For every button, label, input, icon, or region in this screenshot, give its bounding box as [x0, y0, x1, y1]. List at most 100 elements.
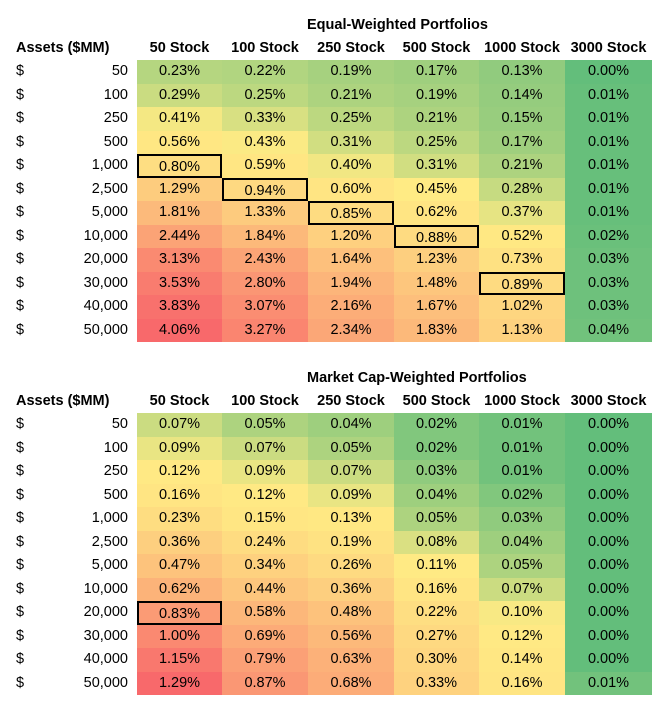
currency-symbol: $	[16, 274, 25, 291]
column-header: 100 Stock	[231, 40, 299, 56]
heatmap-cell: 1.33%	[222, 201, 308, 225]
heatmap-cell: 0.80%	[137, 154, 222, 178]
table-row: $2,500 1.29% 0.94% 0.60% 0.45% 0.28% 0.01%	[0, 177, 667, 201]
heatmap-cell: 0.00%	[565, 554, 652, 578]
currency-symbol: $	[16, 510, 25, 526]
column-header: 250 Stock	[317, 393, 385, 409]
heatmap-cell: 0.04%	[308, 413, 394, 437]
assets-value: 100	[103, 439, 128, 456]
heatmap-cell: 0.05%	[308, 436, 394, 460]
assets-value: 1,000	[91, 157, 128, 173]
table-row: $50 0.23% 0.22% 0.19% 0.17% 0.13% 0.00%	[0, 60, 667, 84]
table-row: $5,000 1.81% 1.33% 0.85% 0.62% 0.37% 0.01%	[0, 201, 667, 225]
assets-value: 20,000	[83, 604, 128, 620]
currency-symbol: $	[16, 157, 25, 173]
heatmap-cell: 2.80%	[222, 271, 308, 295]
heatmap-cell: 1.64%	[308, 248, 394, 272]
column-header: 50 Stock	[149, 40, 210, 56]
table-row: $100 0.09% 0.07% 0.05% 0.02% 0.01% 0.00%	[0, 436, 667, 460]
heatmap-cell: 1.81%	[137, 201, 222, 225]
heatmap-cell: 0.00%	[565, 624, 652, 648]
table-row: $2,500 0.36% 0.24% 0.19% 0.08% 0.04% 0.00%	[0, 530, 667, 554]
heatmap-cell: 0.21%	[394, 107, 479, 131]
column-header: 100 Stock	[231, 393, 299, 409]
heatmap-cell: 0.03%	[394, 460, 479, 484]
assets-value: 250	[103, 463, 128, 479]
assets-value: 2,500	[91, 180, 128, 197]
heatmap-cell: 0.14%	[479, 83, 565, 107]
heatmap-cell: 0.07%	[479, 577, 565, 601]
heatmap-cell: 0.52%	[479, 224, 565, 248]
heatmap-cell: 0.79%	[222, 648, 308, 672]
assets-value: 10,000	[83, 227, 128, 244]
heatmap-cell: 0.16%	[479, 671, 565, 695]
heatmap-cell: 0.05%	[222, 413, 308, 437]
heatmap-cell: 0.07%	[137, 413, 222, 437]
heatmap-cell: 0.30%	[394, 648, 479, 672]
heatmap-cell: 0.00%	[565, 460, 652, 484]
currency-symbol: $	[16, 251, 25, 267]
column-header-row: Assets ($MM) 50 Stock 100 Stock 250 Stock 50…	[0, 36, 667, 60]
currency-symbol: $	[16, 486, 25, 503]
heatmap-cell: 0.24%	[222, 530, 308, 554]
assets-value: 40,000	[83, 651, 128, 667]
heatmap-cell: 0.37%	[479, 201, 565, 225]
heatmap-cell: 0.01%	[565, 177, 652, 201]
heatmap-cell: 0.19%	[308, 60, 394, 84]
heatmap-cell: 0.22%	[394, 601, 479, 625]
heatmap-cell: 0.00%	[565, 507, 652, 531]
column-header-row: Assets ($MM) 50 Stock 100 Stock 250 Stock 50…	[0, 389, 667, 413]
heatmap-cell: 0.87%	[222, 671, 308, 695]
heatmap-cell: 0.02%	[394, 413, 479, 437]
heatmap-cell: 0.10%	[479, 601, 565, 625]
heatmap-cell: 0.28%	[479, 177, 565, 201]
assets-value: 50,000	[83, 321, 128, 338]
table-row: $20,000 3.13% 2.43% 1.64% 1.23% 0.73% 0.03%	[0, 248, 667, 272]
heatmap-cell: 0.44%	[222, 577, 308, 601]
heatmap-cell: 0.00%	[565, 436, 652, 460]
heatmap-cell: 0.21%	[308, 83, 394, 107]
heatmap-cell: 0.02%	[479, 483, 565, 507]
heatmap-cell: 0.40%	[308, 154, 394, 178]
heatmap-cell: 0.12%	[222, 483, 308, 507]
heatmap-cell: 0.45%	[394, 177, 479, 201]
heatmap-cell: 0.25%	[308, 107, 394, 131]
assets-value: 30,000	[83, 274, 128, 291]
heatmap-cell: 0.01%	[565, 130, 652, 154]
table-row: $20,000 0.83% 0.58% 0.48% 0.22% 0.10% 0.00%	[0, 601, 667, 625]
heatmap-cell: 0.43%	[222, 130, 308, 154]
heatmap-cell: 2.43%	[222, 248, 308, 272]
assets-value: 30,000	[83, 627, 128, 644]
heatmap-cell: 0.02%	[565, 224, 652, 248]
heatmap-cell: 0.01%	[479, 436, 565, 460]
assets-value: 2,500	[91, 533, 128, 550]
heatmap-cell: 0.62%	[137, 577, 222, 601]
column-header: 500 Stock	[402, 40, 471, 56]
heatmap-cell: 1.20%	[308, 224, 394, 248]
assets-header: Assets ($MM)	[16, 393, 110, 409]
table-row: $1,000 0.80% 0.59% 0.40% 0.31% 0.21% 0.01%	[0, 154, 667, 178]
heatmap-cell: 1.15%	[137, 648, 222, 672]
heatmap-cell: 0.73%	[479, 248, 565, 272]
heatmap-cell: 2.16%	[308, 295, 394, 319]
heatmap-cell: 0.09%	[222, 460, 308, 484]
heatmap-cell: 0.15%	[479, 107, 565, 131]
heatmap-cell: 0.00%	[565, 413, 652, 437]
heatmap-cell: 0.23%	[137, 60, 222, 84]
heatmap-cell: 1.67%	[394, 295, 479, 319]
table-row: $30,000 3.53% 2.80% 1.94% 1.48% 0.89% 0.03%	[0, 271, 667, 295]
currency-symbol: $	[16, 533, 25, 550]
currency-symbol: $	[16, 557, 25, 573]
assets-value: 1,000	[91, 510, 128, 526]
heatmap-cell: 1.84%	[222, 224, 308, 248]
assets-value: 50	[111, 416, 128, 432]
heatmap-cell: 1.00%	[137, 624, 222, 648]
heatmap-cell: 0.22%	[222, 60, 308, 84]
heatmap-cell: 0.31%	[308, 130, 394, 154]
heatmap-cell: 0.62%	[394, 201, 479, 225]
table-row: $1,000 0.23% 0.15% 0.13% 0.05% 0.03% 0.00%	[0, 507, 667, 531]
heatmap-cell: 0.33%	[222, 107, 308, 131]
heatmap-cell: 0.03%	[565, 295, 652, 319]
heatmap-cell: 0.94%	[222, 177, 308, 201]
table-row: $250 0.41% 0.33% 0.25% 0.21% 0.15% 0.01%	[0, 107, 667, 131]
